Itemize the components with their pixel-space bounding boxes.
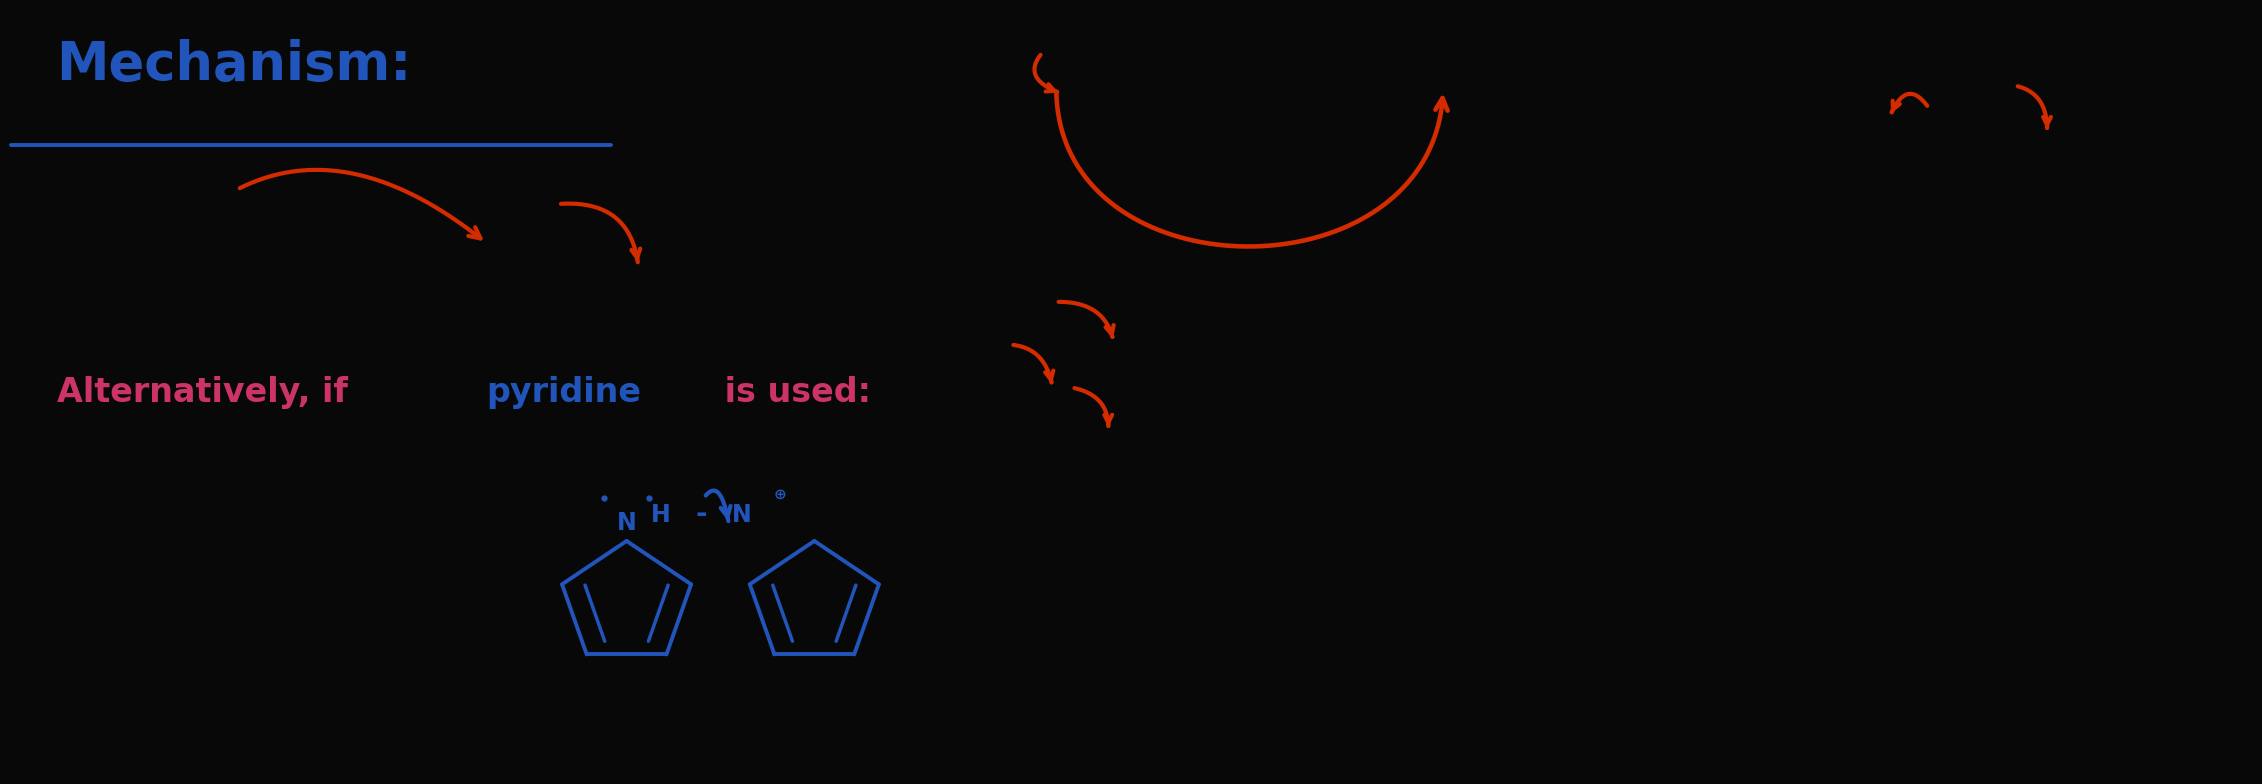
Text: Alternatively, if: Alternatively, if [57, 376, 360, 409]
Text: pyridine: pyridine [486, 376, 642, 409]
Text: N: N [618, 510, 636, 535]
Text: H: H [651, 503, 670, 527]
Text: ⊕: ⊕ [774, 487, 787, 502]
Text: Mechanism:: Mechanism: [57, 39, 412, 91]
Text: N: N [733, 503, 751, 527]
Text: -: - [694, 500, 708, 528]
Text: is used:: is used: [713, 376, 871, 409]
